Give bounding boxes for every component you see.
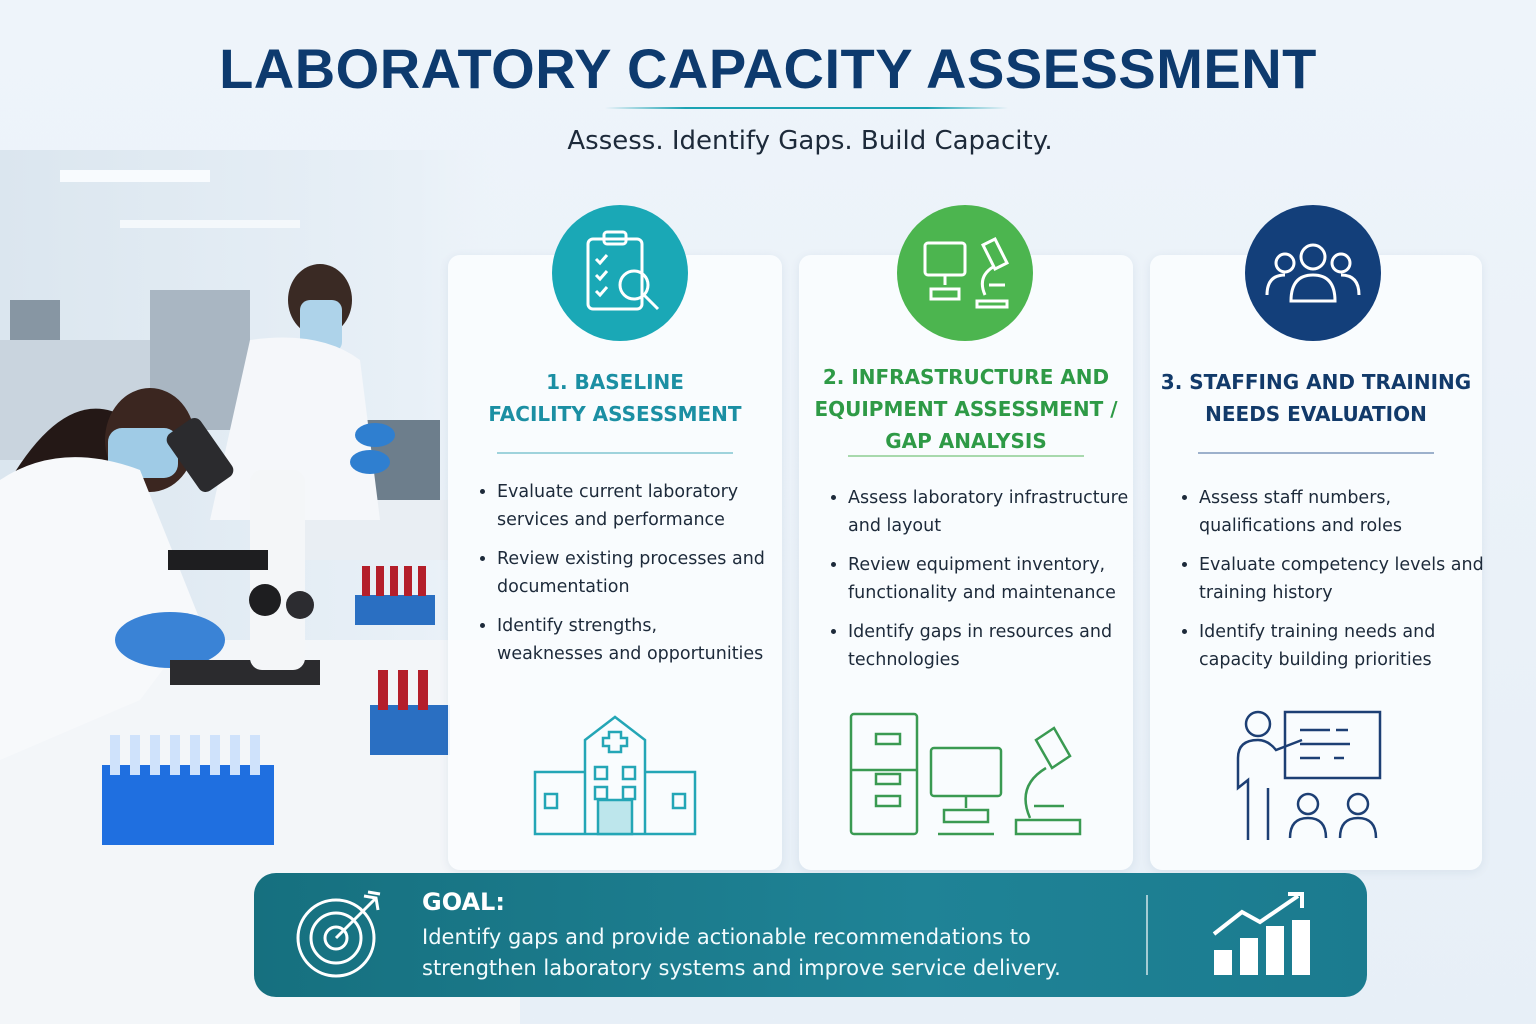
title-rule bbox=[605, 107, 1008, 109]
card bbox=[799, 255, 1133, 870]
equipment-icon bbox=[923, 236, 1010, 309]
lab-photo bbox=[0, 150, 520, 1024]
card-title: 3. STAFFING AND TRAINING NEEDS EVALUATIO… bbox=[1150, 366, 1482, 430]
divider bbox=[497, 452, 733, 454]
bullet: Assess laboratory infrastructure and lay… bbox=[848, 484, 1138, 540]
divider bbox=[848, 455, 1084, 457]
goal-banner bbox=[254, 873, 1367, 997]
title-line: 2. INFRASTRUCTURE AND bbox=[822, 365, 1110, 389]
clipboard-icon bbox=[586, 230, 660, 311]
bullet-list: Assess staff numbers, qualifications and… bbox=[1177, 484, 1489, 685]
card bbox=[1150, 255, 1482, 870]
badge bbox=[552, 205, 688, 341]
title-line: NEEDS EVALUATION bbox=[1205, 402, 1427, 426]
bullet: Identify gaps in resources and technolog… bbox=[848, 618, 1138, 674]
bullet: Evaluate current laboratory services and… bbox=[497, 478, 767, 534]
title-line: FACILITY ASSESSMENT bbox=[488, 402, 742, 426]
card-title: 1. BASELINE FACILITY ASSESSMENT bbox=[448, 366, 782, 430]
equipment-illustration bbox=[849, 712, 1082, 836]
hospital-icon bbox=[533, 715, 697, 836]
bullet: Review existing processes and documentat… bbox=[497, 545, 767, 601]
people-icon bbox=[1265, 243, 1361, 303]
bullet: Assess staff numbers, qualifications and… bbox=[1199, 484, 1489, 540]
card bbox=[448, 255, 782, 870]
growth-icon bbox=[1212, 892, 1310, 975]
bullet: Identify training needs and capacity bui… bbox=[1199, 618, 1489, 674]
subtitle: Assess. Identify Gaps. Build Capacity. bbox=[567, 126, 1053, 156]
title-line: 1. BASELINE bbox=[546, 370, 684, 394]
goal-label: GOAL: bbox=[422, 888, 505, 916]
target-icon bbox=[296, 890, 381, 978]
bullet: Evaluate competency levels and training … bbox=[1199, 551, 1489, 607]
bullet: Review equipment inventory, functionalit… bbox=[848, 551, 1138, 607]
title-line: 3. STAFFING AND TRAINING bbox=[1160, 370, 1472, 394]
title: LABORATORY CAPACITY ASSESSMENT bbox=[219, 37, 1317, 100]
badge bbox=[1245, 205, 1381, 341]
training-icon bbox=[1236, 710, 1382, 840]
divider bbox=[1198, 452, 1434, 454]
title-line: GAP ANALYSIS bbox=[885, 429, 1047, 453]
title-line: EQUIPMENT ASSESSMENT / bbox=[814, 397, 1118, 421]
bullet-list: Evaluate current laboratory services and… bbox=[475, 478, 767, 679]
card-title: 2. INFRASTRUCTURE AND EQUIPMENT ASSESSME… bbox=[799, 361, 1133, 457]
bullet-list: Assess laboratory infrastructure and lay… bbox=[826, 484, 1138, 685]
bullet: Identify strengths, weaknesses and oppor… bbox=[497, 612, 767, 668]
goal-divider bbox=[1146, 895, 1148, 975]
goal-text: Identify gaps and provide actionable rec… bbox=[422, 925, 1061, 980]
